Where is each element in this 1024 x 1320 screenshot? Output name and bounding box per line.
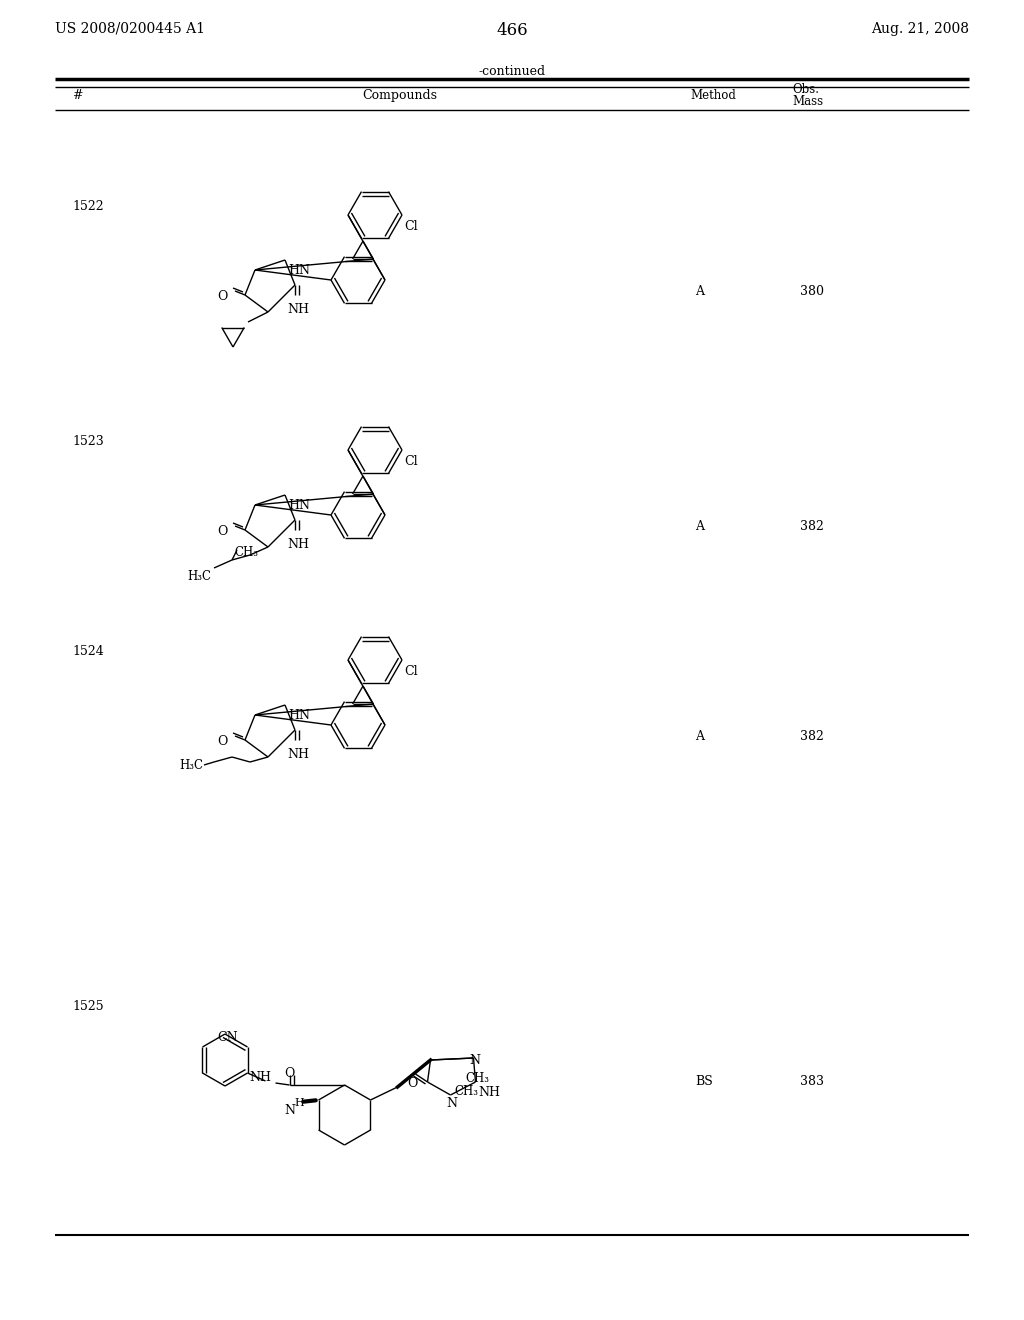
- Text: H: H: [295, 1098, 304, 1107]
- Text: A: A: [695, 730, 705, 743]
- Text: 383: 383: [800, 1074, 824, 1088]
- Text: 382: 382: [800, 730, 824, 743]
- Text: US 2008/0200445 A1: US 2008/0200445 A1: [55, 22, 205, 36]
- Text: 380: 380: [800, 285, 824, 298]
- Text: 1525: 1525: [72, 1001, 103, 1012]
- Text: CN: CN: [217, 1031, 238, 1044]
- Text: Cl: Cl: [404, 665, 418, 678]
- Text: NH: NH: [287, 539, 309, 550]
- Text: #: #: [72, 88, 83, 102]
- Text: N: N: [285, 1104, 296, 1117]
- Text: H₃C: H₃C: [187, 570, 211, 583]
- Text: HN: HN: [288, 709, 310, 722]
- Text: Compounds: Compounds: [362, 88, 437, 102]
- Text: NH: NH: [478, 1086, 501, 1100]
- Text: CH₃: CH₃: [455, 1085, 478, 1098]
- Text: NH: NH: [287, 748, 309, 762]
- Text: BS: BS: [695, 1074, 713, 1088]
- Text: 1522: 1522: [72, 201, 103, 213]
- Text: O: O: [217, 735, 227, 748]
- Text: 466: 466: [497, 22, 527, 40]
- Text: O: O: [408, 1077, 418, 1090]
- Text: HN: HN: [288, 499, 310, 512]
- Text: H₃C: H₃C: [179, 759, 203, 772]
- Text: N: N: [469, 1053, 480, 1067]
- Text: O: O: [217, 290, 227, 304]
- Text: CH₃: CH₃: [466, 1072, 489, 1085]
- Text: O: O: [217, 525, 227, 539]
- Text: NH: NH: [287, 304, 309, 315]
- Text: N: N: [446, 1097, 458, 1110]
- Text: NH: NH: [250, 1071, 271, 1084]
- Text: Cl: Cl: [404, 220, 418, 234]
- Text: Mass: Mass: [792, 95, 823, 108]
- Text: -continued: -continued: [478, 65, 546, 78]
- Text: Cl: Cl: [404, 455, 418, 469]
- Text: 1523: 1523: [72, 436, 103, 447]
- Text: Aug. 21, 2008: Aug. 21, 2008: [871, 22, 969, 36]
- Text: Method: Method: [690, 88, 736, 102]
- Text: O: O: [285, 1067, 295, 1080]
- Text: A: A: [695, 285, 705, 298]
- Text: A: A: [695, 520, 705, 533]
- Text: 382: 382: [800, 520, 824, 533]
- Text: CH₃: CH₃: [234, 546, 258, 558]
- Text: HN: HN: [288, 264, 310, 277]
- Text: Obs.: Obs.: [792, 83, 819, 96]
- Text: 1524: 1524: [72, 645, 103, 657]
